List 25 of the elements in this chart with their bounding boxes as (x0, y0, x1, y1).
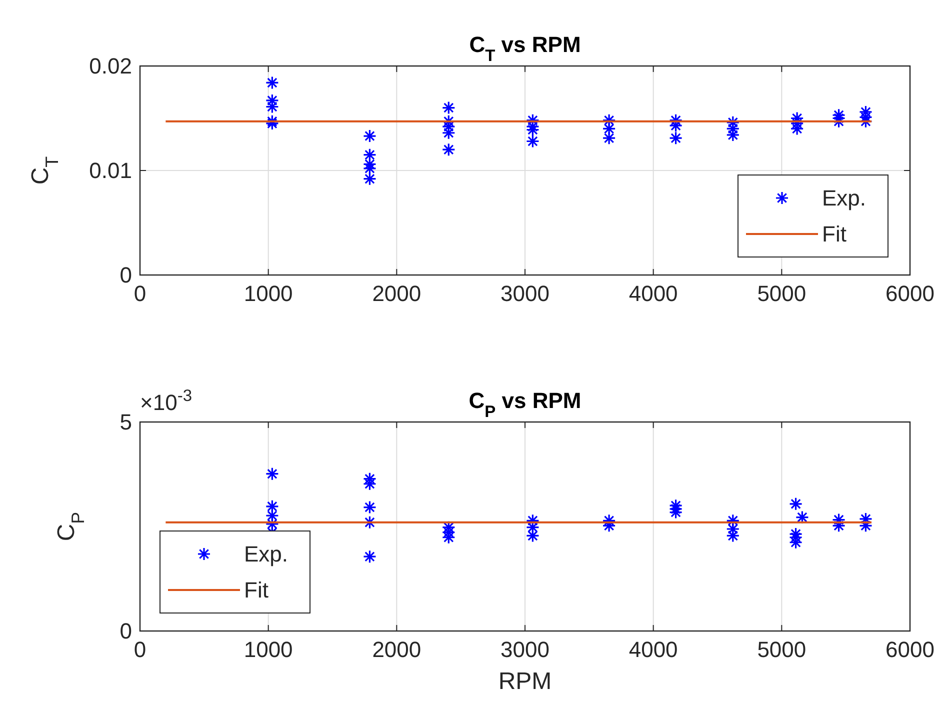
y-tick-label: 5 (120, 410, 132, 435)
text: ×10$^{-3}$ (140, 387, 192, 415)
x-tick-label: 3000 (500, 637, 550, 662)
x-tick-label: 5000 (757, 637, 806, 662)
legend-label: Exp. (244, 542, 288, 567)
x-tick-label: 4000 (628, 281, 678, 306)
x-tick-label: 5000 (757, 281, 806, 306)
legend-label: Exp. (822, 186, 866, 211)
y-tick-label: 0 (120, 618, 132, 644)
x-tick-label: 1000 (244, 281, 293, 306)
chart-title: C$_{P}$ vs RPM (468, 388, 582, 421)
y-tick-label: 0.02 (89, 54, 132, 79)
x-tick-label: 6000 (886, 281, 934, 306)
x-tick-label: 6000 (886, 637, 934, 662)
x-tick-label: 2000 (372, 281, 422, 306)
legend-label: Fit (244, 578, 268, 603)
legend-label: Fit (822, 222, 846, 247)
x-axis-title: RPM (498, 668, 552, 695)
chart-title: C$_{T}$ vs RPM (469, 32, 581, 65)
x-tick-label: 1000 (244, 637, 293, 662)
x-tick-label: 2000 (372, 637, 422, 662)
y-tick-label: 0.01 (89, 158, 132, 184)
x-tick-label: 3000 (500, 281, 550, 306)
x-tick-label: 4000 (628, 637, 678, 662)
y-tick-label: 0 (120, 262, 132, 288)
